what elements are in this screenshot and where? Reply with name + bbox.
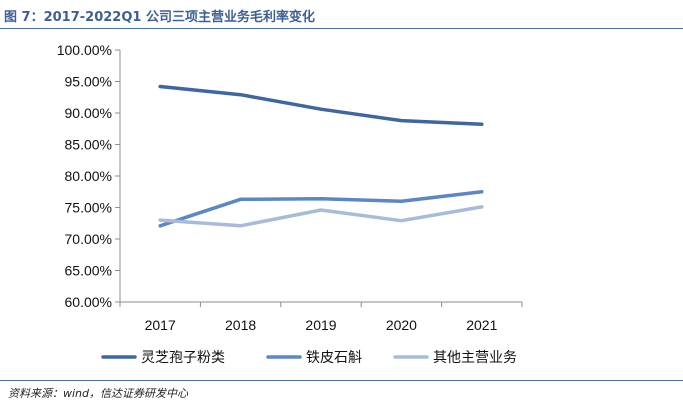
y-tick-label: 80.00%: [65, 168, 112, 184]
figure-title: 图 7：2017-2022Q1 公司三项主营业务毛利率变化: [4, 10, 315, 25]
data-point: [319, 208, 323, 212]
x-tick-label: 2020: [386, 317, 417, 333]
chart-series: [158, 84, 484, 228]
y-tick-label: 85.00%: [65, 137, 112, 153]
legend-label-3: 其他主营业务: [433, 350, 517, 366]
data-point: [239, 224, 243, 228]
data-point: [239, 197, 243, 201]
data-point: [399, 219, 403, 223]
data-point: [480, 122, 484, 126]
data-point: [319, 197, 323, 201]
x-tick-label: 2017: [145, 317, 176, 333]
legend-label-1: 灵芝孢子粉类: [141, 350, 225, 366]
data-point: [399, 199, 403, 203]
source-note: 资料来源：wind，信达证券研发中心: [8, 387, 189, 400]
data-point: [158, 85, 162, 89]
chart-axes: 60.00% 65.00% 70.00% 75.00% 80.00% 85.00% 90.0…: [57, 42, 523, 333]
series-line-1: [158, 84, 484, 127]
y-tick-label: 60.00%: [65, 294, 112, 310]
y-tick-label: 90.00%: [65, 105, 112, 121]
x-tick-label: 2018: [225, 317, 256, 333]
data-point: [319, 107, 323, 111]
data-point: [239, 93, 243, 97]
y-tick-label: 75.00%: [65, 200, 112, 216]
line-chart: 60.00% 65.00% 70.00% 75.00% 80.00% 85.00% 90.0…: [57, 42, 523, 366]
data-point: [158, 224, 162, 228]
y-tick-label: 70.00%: [65, 231, 112, 247]
data-point: [158, 218, 162, 222]
y-tick-label: 100.00%: [57, 42, 112, 58]
data-point: [480, 205, 484, 209]
y-tick-label: 65.00%: [65, 263, 112, 279]
data-point: [480, 190, 484, 194]
source-rule: [0, 380, 683, 381]
y-tick-label: 95.00%: [65, 74, 112, 90]
x-tick-label: 2019: [305, 317, 336, 333]
title-rule: [0, 28, 683, 29]
data-point: [399, 119, 403, 123]
legend-label-2: 铁皮石斛: [306, 350, 362, 366]
x-tick-label: 2021: [466, 317, 497, 333]
chart-legend: 灵芝孢子粉类 铁皮石斛 其他主营业务: [101, 350, 517, 366]
